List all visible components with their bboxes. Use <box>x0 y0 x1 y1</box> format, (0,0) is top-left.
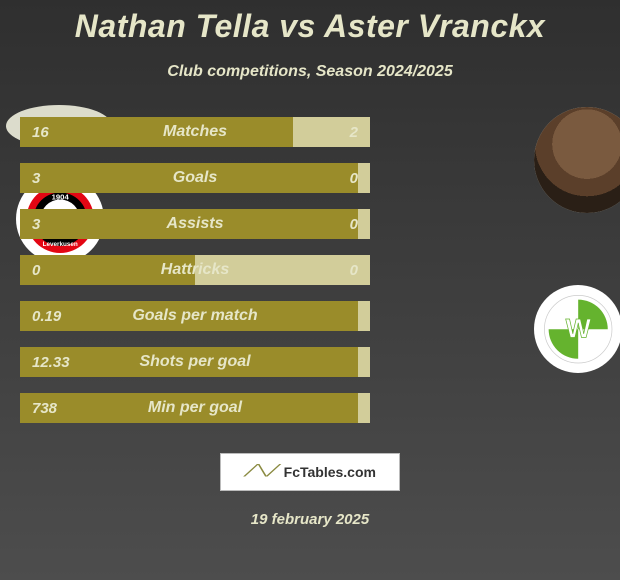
stat-row: 3 0 Goals <box>20 163 370 193</box>
page-title: Nathan Tella vs Aster Vranckx <box>75 8 545 45</box>
svg-text:1904: 1904 <box>51 192 69 201</box>
stat-value-left: 738 <box>32 400 57 417</box>
stat-label: Hattricks <box>161 261 229 279</box>
stat-bar-right <box>358 301 370 331</box>
stats-section: 1904 BAYER Leverkusen W 162Matches30Goal… <box>0 117 620 423</box>
stat-value-left: 0 <box>32 262 40 279</box>
stat-row: 0 0 Hattricks <box>20 255 370 285</box>
stat-value-right: 0 <box>350 170 358 187</box>
footer-logo[interactable]: ⟋⟍⟋ FcTables.com <box>220 453 400 491</box>
club-badge-right: W <box>534 285 620 373</box>
stat-value-left: 3 <box>32 170 40 187</box>
chart-icon: ⟋⟍⟋ <box>244 463 278 481</box>
stat-value-left: 0.19 <box>32 308 61 325</box>
stat-value-right: 0 <box>350 216 358 233</box>
stat-bar-right: 0 <box>358 209 370 239</box>
stat-label: Matches <box>163 123 227 141</box>
footer-logo-text: FcTables.com <box>284 464 376 480</box>
player-right-avatar <box>534 107 620 213</box>
stat-rows: 162Matches30Goals30Assists00Hattricks0.1… <box>20 117 370 423</box>
svg-text:Leverkusen: Leverkusen <box>42 241 77 248</box>
stat-bar-right <box>358 347 370 377</box>
stat-row: 0.19 Goals per match <box>20 301 370 331</box>
stat-bar-left: 16 <box>20 117 293 147</box>
stat-row: 16 2 Matches <box>20 117 370 147</box>
stat-value-left: 12.33 <box>32 354 70 371</box>
stat-label: Assists <box>167 215 224 233</box>
stat-value-right: 2 <box>350 124 358 141</box>
content: Nathan Tella vs Aster Vranckx Club compe… <box>0 0 620 580</box>
stat-bar-right: 0 <box>358 163 370 193</box>
stat-label: Min per goal <box>148 399 242 417</box>
stat-row: 738 Min per goal <box>20 393 370 423</box>
stat-bar-right: 2 <box>293 117 370 147</box>
page-subtitle: Club competitions, Season 2024/2025 <box>167 63 452 81</box>
player-right-face <box>534 107 620 213</box>
stat-label: Shots per goal <box>139 353 250 371</box>
footer-date: 19 february 2025 <box>251 511 369 528</box>
stat-bar-right <box>358 393 370 423</box>
stat-row: 3 0 Assists <box>20 209 370 239</box>
stat-label: Goals per match <box>132 307 257 325</box>
wolfsburg-icon: W <box>543 294 613 364</box>
stat-value-left: 3 <box>32 216 40 233</box>
stat-value-right: 0 <box>350 262 358 279</box>
stat-label: Goals <box>173 169 217 187</box>
stat-value-left: 16 <box>32 124 49 141</box>
svg-text:W: W <box>565 313 591 343</box>
stat-row: 12.33 Shots per goal <box>20 347 370 377</box>
